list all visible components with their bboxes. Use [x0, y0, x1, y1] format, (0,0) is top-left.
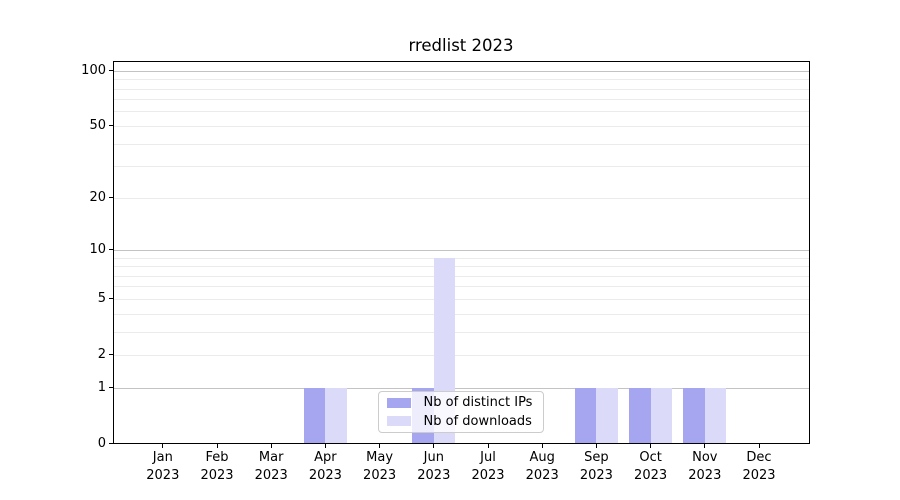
minor-gridline	[113, 286, 809, 288]
plot-area: Nb of distinct IPs Nb of downloads	[112, 61, 810, 444]
x-tickmark	[650, 443, 652, 448]
chart-title: rredlist 2023	[408, 36, 514, 55]
x-tick-label: Feb 2023	[200, 450, 234, 483]
minor-gridline	[113, 111, 809, 113]
minor-gridline	[113, 99, 809, 101]
y-tick-label: 10	[89, 241, 106, 257]
y-tick-label: 0	[97, 435, 106, 451]
x-tickmark	[433, 443, 435, 448]
major-gridline	[113, 70, 809, 72]
minor-gridline	[113, 125, 809, 127]
y-tick-label: 1	[97, 379, 106, 395]
minor-gridline	[113, 79, 809, 81]
x-tickmark	[487, 443, 489, 448]
minor-gridline	[113, 354, 809, 356]
x-tick-label: May 2023	[363, 450, 397, 483]
minor-gridline	[113, 298, 809, 300]
y-tick-label: 5	[97, 290, 106, 306]
minor-gridline	[113, 275, 809, 277]
y-tick-label: 100	[81, 62, 106, 78]
x-tick-label: Aug 2023	[525, 450, 559, 483]
y-tickmark	[108, 125, 113, 127]
y-tickmark	[108, 354, 113, 356]
bar-distinct-ips	[303, 387, 326, 443]
x-tickmark	[216, 443, 218, 448]
x-tick-label: Dec 2023	[742, 450, 776, 483]
x-tickmark	[324, 443, 326, 448]
y-tickmark	[108, 298, 113, 300]
minor-gridline	[113, 257, 809, 259]
minor-gridline	[113, 331, 809, 333]
x-tick-label: Jun 2023	[417, 450, 451, 483]
y-tick-label: 50	[89, 117, 106, 133]
minor-gridline	[113, 266, 809, 267]
x-tick-label: Nov 2023	[688, 450, 722, 483]
bar-distinct-ips	[683, 387, 705, 443]
y-tickmark	[108, 387, 113, 388]
y-tickmark	[108, 70, 113, 72]
x-tickmark	[595, 443, 597, 448]
minor-gridline	[113, 197, 809, 199]
major-gridline	[113, 387, 809, 389]
bar-downloads	[325, 387, 348, 443]
x-tickmark	[541, 443, 543, 448]
x-tickmark	[758, 443, 760, 448]
minor-gridline	[113, 88, 809, 90]
y-tickmark	[108, 249, 113, 251]
legend-label-distinct-ips: Nb of distinct IPs	[423, 395, 533, 411]
legend-label-downloads: Nb of downloads	[423, 413, 532, 429]
y-tickmark	[108, 197, 113, 199]
x-tick-label: Apr 2023	[308, 450, 342, 483]
legend-swatch-downloads	[386, 416, 411, 427]
minor-gridline	[113, 143, 809, 145]
x-tick-label: Mar 2023	[254, 450, 288, 483]
x-tick-label: Jan 2023	[146, 450, 180, 483]
legend: Nb of distinct IPs Nb of downloads	[377, 391, 544, 433]
x-tickmark	[379, 443, 381, 448]
x-tickmark	[704, 443, 706, 448]
y-tickmark	[108, 443, 113, 444]
x-tickmark	[270, 443, 272, 448]
y-tick-label: 2	[97, 346, 106, 362]
legend-item-distinct-ips: Nb of distinct IPs	[379, 395, 543, 410]
x-tick-label: Sep 2023	[579, 450, 613, 483]
x-tickmark	[162, 443, 164, 448]
bar-distinct-ips	[628, 387, 651, 443]
minor-gridline	[113, 313, 809, 315]
y-tick-label: 20	[89, 189, 106, 205]
bar-downloads	[650, 387, 673, 443]
x-tick-label: Jul 2023	[471, 450, 505, 483]
legend-item-downloads: Nb of downloads	[379, 414, 543, 429]
minor-gridline	[113, 166, 809, 168]
bar-downloads	[596, 387, 619, 443]
bar-downloads	[704, 387, 727, 443]
x-tick-label: Oct 2023	[634, 450, 668, 483]
major-gridline	[113, 249, 809, 251]
legend-swatch-distinct-ips	[386, 397, 411, 408]
bar-distinct-ips	[574, 387, 597, 443]
